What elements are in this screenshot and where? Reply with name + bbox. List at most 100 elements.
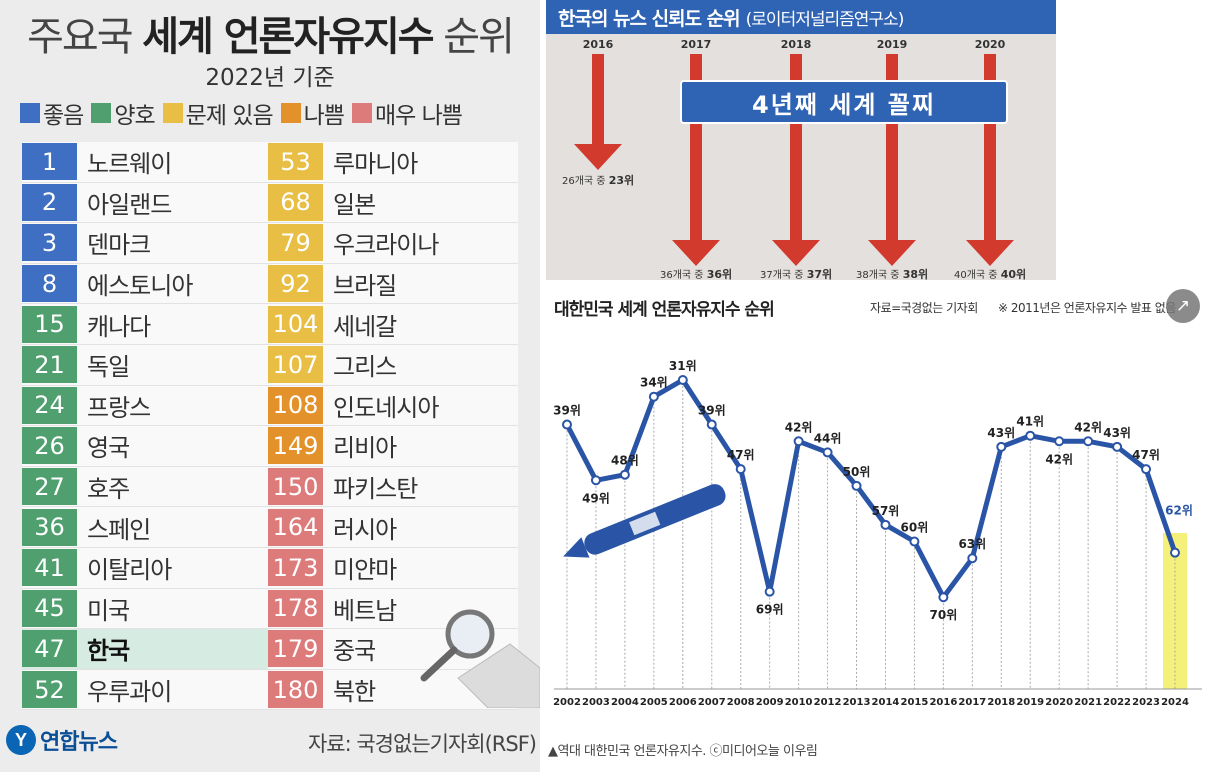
ranking-row: 68 일본 [268, 182, 518, 224]
point-label: 69위 [756, 603, 784, 617]
year-label: 2016 [583, 38, 614, 51]
rank-number: 47 [22, 630, 77, 668]
ranking-row: 104 세네갈 [268, 304, 518, 345]
data-point [1025, 430, 1036, 441]
trust-rank-value: 23위 [609, 174, 634, 187]
ranking-row: 41 이탈리아 [22, 547, 270, 589]
trust-rank-label: 40개국 중 40위 [954, 268, 1026, 280]
rank-number: 36 [22, 508, 77, 546]
rank-number: 3 [22, 224, 77, 262]
pen-grip [629, 511, 661, 536]
data-point [880, 519, 891, 530]
x-tick-label: 2022 [1103, 697, 1131, 708]
country-name: 우루과이 [87, 678, 172, 707]
ranking-row: 173 미얀마 [268, 547, 518, 589]
data-point [938, 592, 949, 603]
pen-illustration [563, 484, 726, 558]
x-tick-label: 2020 [1045, 697, 1073, 708]
trust-rank-label: 37개국 중 37위 [760, 268, 832, 280]
legend-swatch [20, 103, 40, 123]
expand-icon[interactable]: ↗ [1166, 289, 1200, 323]
country-name: 우크라이나 [333, 231, 439, 260]
data-point [590, 475, 601, 486]
rank-number: 21 [22, 346, 77, 384]
legend-swatch [351, 103, 372, 123]
news-trust-title-band: 한국의 뉴스 신뢰도 순위 (로이터저널리즘연구소) [546, 0, 1056, 34]
year-label: 2017 [681, 38, 712, 51]
country-name: 아일랜드 [87, 190, 172, 219]
ranking-row: 149 리비아 [268, 426, 518, 467]
x-tick-label: 2024 [1161, 697, 1189, 708]
trust-rank-label: 26개국 중 23위 [562, 174, 634, 187]
trust-rank-label: 36개국 중 36위 [660, 268, 732, 280]
country-name: 리비아 [333, 434, 397, 463]
point-label: 41위 [1016, 415, 1044, 429]
rank-number: 26 [22, 427, 77, 465]
press-freedom-ranking-panel: 주요국 세계 언론자유지수 순위 2022년 기준 좋음 양호 문제 있음 나쁨 매우 … [0, 0, 540, 772]
ranking-row: 150 파키스탄 [268, 466, 518, 508]
x-tick-label: 2003 [582, 697, 610, 708]
data-point [619, 469, 630, 480]
ranking-row: 164 러시아 [268, 507, 518, 548]
data-point [706, 419, 717, 430]
country-name: 덴마크 [87, 231, 151, 260]
point-label: 43위 [1103, 426, 1131, 440]
ranking-row: 21 독일 [22, 344, 270, 386]
rank-number: 178 [268, 589, 323, 627]
ranking-row: 26 영국 [22, 426, 270, 467]
pen-tip [563, 537, 590, 558]
history-chart-source: 자료=국경없는 기자회 [870, 301, 978, 315]
trust-rank-value: 40위 [1001, 268, 1026, 280]
country-name: 파키스탄 [333, 475, 418, 504]
ranking-row: 15 캐나다 [22, 304, 270, 345]
ranking-row: 3 덴마크 [22, 223, 270, 264]
point-label: 49위 [582, 491, 610, 505]
trust-rank-label: 38개국 중 38위 [856, 268, 928, 280]
point-label: 44위 [814, 431, 842, 445]
x-tick-label: 2008 [727, 697, 755, 708]
trust-arrow-head [772, 240, 820, 266]
point-label: 42위 [785, 420, 813, 434]
ranking-row: 47 한국 [22, 629, 270, 670]
rank-number: 53 [268, 143, 323, 181]
x-tick-label: 2002 [553, 697, 581, 708]
ranking-row: 92 브라질 [268, 263, 518, 305]
history-chart-note: ※ 2011년은 언론자유지수 발표 없음 [998, 301, 1176, 315]
news-trust-ranking-panel: 한국의 뉴스 신뢰도 순위 (로이터저널리즘연구소) 2016 26개국 중 23… [546, 0, 1056, 280]
trust-rank-value: 37위 [807, 268, 832, 280]
news-trust-chart: 2016 26개국 중 23위 2017 36개국 중 36위 2018 37개국 중 3… [562, 38, 1026, 280]
country-name: 베트남 [333, 596, 397, 625]
rank-number: 8 [22, 265, 77, 303]
x-tick-label: 2005 [640, 697, 668, 708]
rank-number: 2 [22, 183, 77, 221]
legend-swatch [91, 103, 112, 123]
data-point [793, 436, 804, 447]
trust-arrow-head [574, 144, 622, 170]
rank-number: 15 [22, 305, 77, 343]
trust-rank-value: 36위 [707, 268, 732, 280]
x-tick-label: 2015 [901, 697, 929, 708]
country-name: 그리스 [333, 353, 397, 382]
rank-number: 24 [22, 386, 77, 424]
country-name: 에스토니아 [87, 272, 193, 301]
legend-item: 좋음 [20, 96, 84, 130]
point-label: 39위 [698, 404, 726, 418]
image-caption: ▲역대 대한민국 언론자유지수. ⓒ미디어오늘 이우림 [548, 744, 818, 759]
x-tick-label: 2014 [872, 697, 900, 708]
rank-number: 150 [268, 468, 323, 506]
news-trust-title: 한국의 뉴스 신뢰도 순위 [558, 7, 741, 30]
history-chart-title: 대한민국 세계 언론자유지수 순위 [554, 300, 775, 320]
point-label: 42위 [1045, 452, 1073, 466]
data-point [735, 464, 746, 475]
left-panel-subtitle: 2022년 기준 [205, 65, 335, 91]
data-point [1083, 436, 1094, 447]
point-label: 34위 [640, 376, 668, 390]
title-bold: 세계 언론자유지수 [142, 14, 434, 60]
trust-rank-prefix: 36개국 중 [660, 269, 707, 280]
x-tick-label: 2023 [1132, 697, 1160, 708]
legend-label: 양호 [114, 103, 155, 129]
ranking-row: 45 미국 [22, 588, 270, 630]
country-name: 브라질 [333, 272, 397, 301]
country-name: 스페인 [87, 515, 151, 544]
news-trust-title-source: (로이터저널리즘연구소) [745, 9, 905, 30]
